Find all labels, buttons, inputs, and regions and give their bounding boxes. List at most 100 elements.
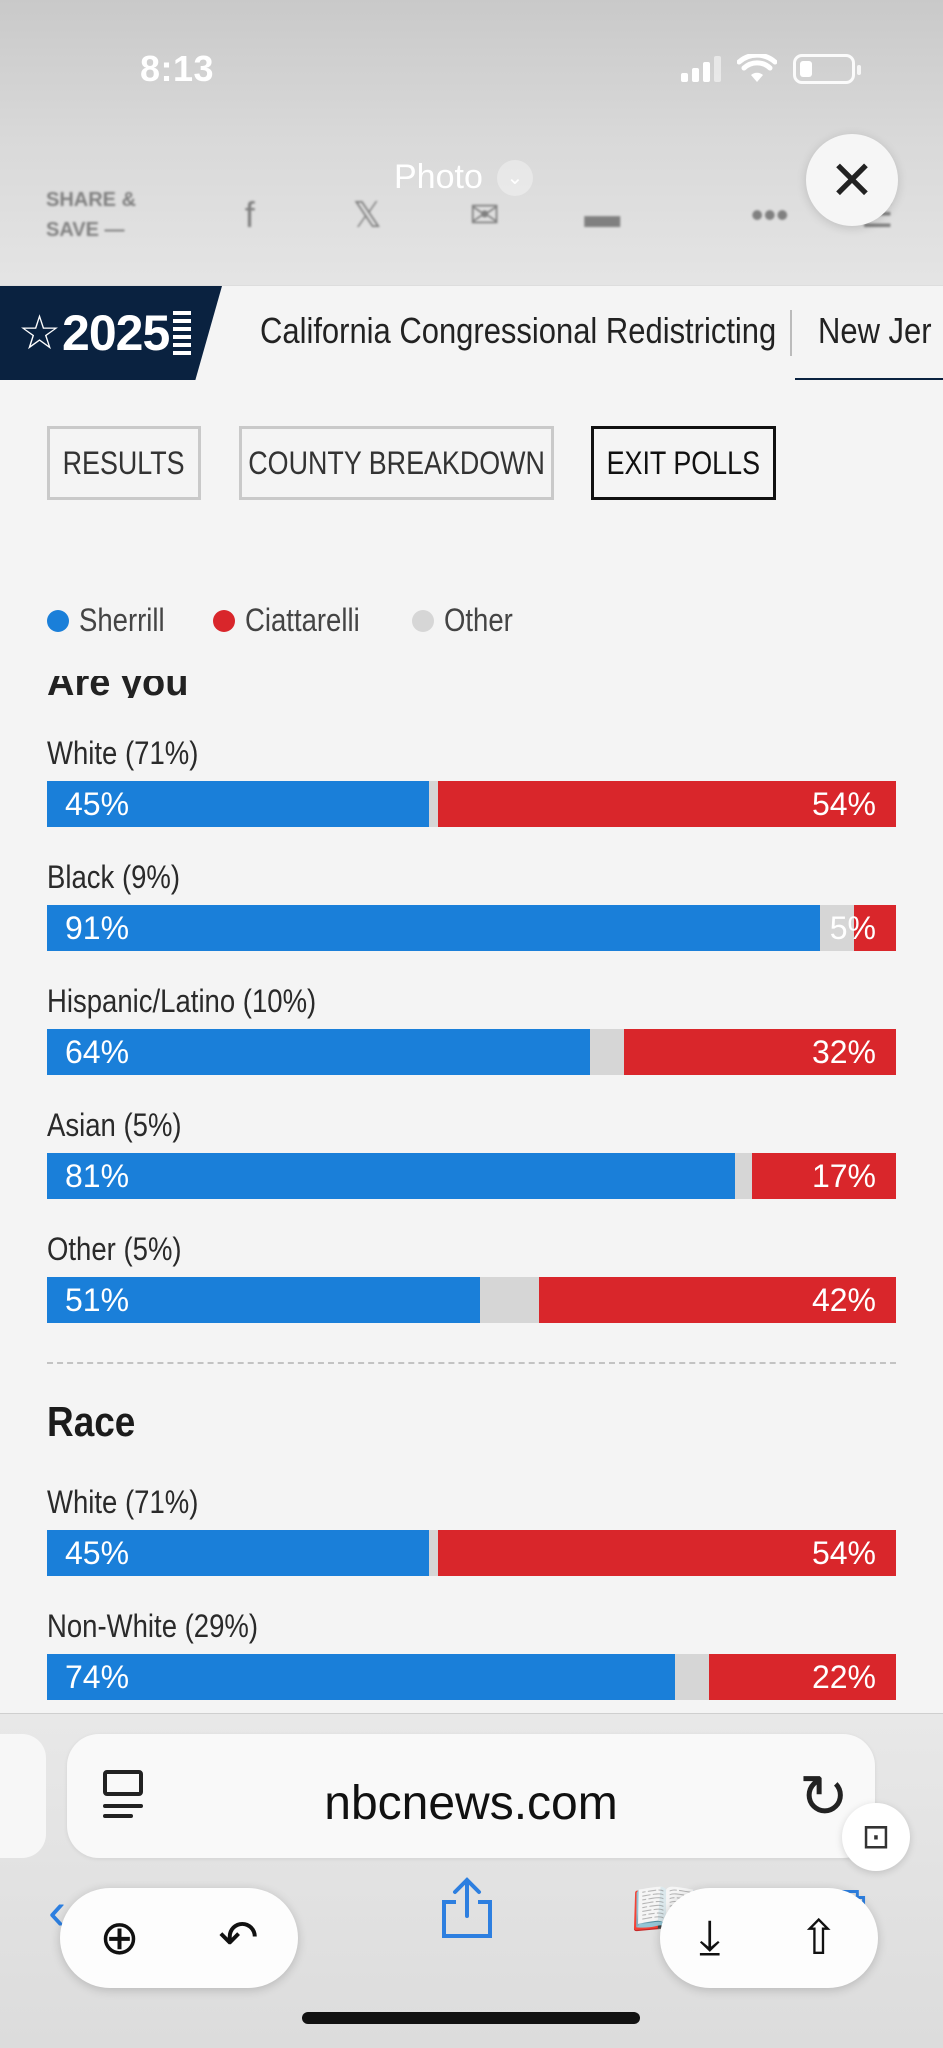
bar-segment-other (819, 905, 854, 951)
ciattarelli-pct-label: 5% (829, 910, 876, 946)
sherrill-pct-label: 45% (65, 786, 130, 822)
previous-tab-preview[interactable] (0, 1734, 46, 1858)
share-label: SHARE & SAVE — (46, 189, 137, 241)
legend-dot (212, 609, 235, 632)
ciattarelli-pct-label: 32% (811, 1034, 876, 1070)
logo-2025[interactable]: ☆ 2025 (0, 286, 222, 380)
viewer-actions-right: ⤓ ⇧ (660, 1888, 878, 1988)
chart-legend: Sherrill Ciattarelli Other (47, 602, 558, 639)
bar-segment-sherrill (47, 781, 430, 827)
browser-toolbar: nbcnews.com ↻ ⊡ (0, 1713, 943, 2048)
reply-icon[interactable]: ↶ (218, 1912, 259, 1965)
mail-icon: ✉ (469, 194, 500, 235)
url-text: nbcnews.com (324, 1777, 618, 1830)
download-icon[interactable]: ⤓ (699, 1911, 721, 1964)
flag-lines-icon (173, 311, 192, 355)
battery-icon (793, 54, 861, 84)
bar-segment-ciattarelli (709, 1654, 896, 1700)
legend-item-sherrill: Sherrill (47, 602, 179, 639)
tab-exit-polls[interactable]: EXIT POLLS (591, 426, 776, 500)
bar-segment-other (675, 1654, 710, 1700)
viewer-header: 8:13 SHARE & SAVE — f 𝕏 ✉ ▬ ••• ☰ Photo … (0, 0, 943, 285)
row-label: White (71%) (47, 735, 199, 771)
status-time: 8:13 (140, 48, 215, 89)
ciattarelli-pct-label: 17% (811, 1158, 876, 1194)
sherrill-pct-label: 81% (65, 1158, 130, 1194)
tab-county-breakdown[interactable]: COUNTY BREAKDOWN (239, 426, 554, 500)
wifi-icon (737, 54, 777, 82)
nav-link-new-jersey[interactable]: New Jer (818, 310, 932, 351)
facebook-icon: f (244, 194, 255, 235)
stacked-bar: 45% 54% (47, 781, 896, 827)
row-label: Other (5%) (47, 1231, 182, 1267)
legend-item-ciattarelli: Ciattarelli (212, 602, 378, 639)
legend-item-other: Other (411, 602, 524, 639)
reader-view-icon[interactable] (103, 1770, 149, 1822)
bar-segment-other (590, 1029, 625, 1075)
share-icon[interactable] (438, 1876, 496, 1940)
row-label: Black (9%) (47, 859, 181, 895)
cellular-signal-icon (681, 56, 721, 82)
stacked-bar: 74% 22% (47, 1654, 896, 1700)
bar-segment-ciattarelli (437, 1530, 896, 1576)
election-nav: ☆ 2025 California Congressional Redistri… (0, 285, 943, 380)
bar-segment-other (429, 781, 438, 827)
more-icon: ••• (750, 194, 789, 235)
bar-segment-sherrill (47, 1029, 591, 1075)
bar-segment-other (479, 1277, 540, 1323)
share-bar: SHARE & SAVE — f 𝕏 ✉ ▬ ••• ☰ (46, 185, 906, 245)
sherrill-pct-label: 91% (65, 910, 130, 946)
x-icon: 𝕏 (352, 194, 382, 235)
stacked-bar: 81% 17% (47, 1153, 896, 1199)
chevron-down-icon: ⌄ (496, 159, 533, 196)
stacked-bar: 45% 54% (47, 1530, 896, 1576)
address-bar[interactable]: nbcnews.com ↻ (67, 1734, 875, 1858)
bar-segment-sherrill (47, 1530, 430, 1576)
share-out-icon[interactable]: ⇧ (798, 1912, 839, 1965)
bar-segment-ciattarelli (539, 1277, 896, 1323)
sherrill-pct-label: 74% (65, 1659, 130, 1695)
section-divider (47, 1362, 896, 1364)
status-icons (681, 54, 861, 84)
stacked-bar: 51% 42% (47, 1277, 896, 1323)
row-label: White (71%) (47, 1484, 199, 1520)
home-indicator (302, 2012, 640, 2024)
row-label: Asian (5%) (47, 1107, 182, 1143)
bar-segment-other (429, 1530, 438, 1576)
bar-segment-sherrill (47, 1153, 735, 1199)
photo-menu[interactable]: Photo ⌄ (394, 158, 533, 197)
section-title-are-you: Are you (47, 676, 189, 698)
ciattarelli-pct-label: 42% (811, 1282, 876, 1318)
zoom-in-icon[interactable]: ⊕ (99, 1912, 140, 1965)
ciattarelli-pct-label: 54% (811, 1535, 876, 1571)
nav-separator (790, 310, 792, 356)
section-title-race: Race (47, 1398, 136, 1445)
bar-segment-ciattarelli (751, 1153, 896, 1199)
nav-active-underline (795, 378, 943, 380)
stacked-bar: 64% 32% (47, 1029, 896, 1075)
tab-results[interactable]: RESULTS (47, 426, 201, 500)
sherrill-pct-label: 64% (65, 1034, 130, 1070)
live-text-scan-icon[interactable]: ⊡ (842, 1803, 910, 1871)
bar-segment-sherrill (47, 1654, 676, 1700)
bar-segment-ciattarelli (624, 1029, 896, 1075)
photo-title: Photo (394, 158, 483, 196)
close-button[interactable]: ✕ (806, 134, 898, 226)
row-label: Hispanic/Latino (10%) (47, 983, 317, 1019)
bar-segment-sherrill (47, 1277, 480, 1323)
stacked-bar: 91% 5% (47, 905, 896, 951)
nav-link-california[interactable]: California Congressional Redistricting (260, 310, 777, 351)
legend-dot (47, 609, 69, 632)
sherrill-pct-label: 45% (65, 1535, 130, 1571)
reload-icon[interactable]: ↻ (798, 1763, 849, 1830)
sherrill-pct-label: 51% (65, 1282, 130, 1318)
legend-dot (411, 609, 434, 632)
viewer-actions-left: ⊕ ↶ (60, 1888, 298, 1988)
ciattarelli-pct-label: 22% (811, 1659, 876, 1695)
bar-segment-ciattarelli (853, 905, 896, 951)
bar-segment-ciattarelli (437, 781, 896, 827)
message-icon: ▬ (584, 194, 621, 235)
close-icon: ✕ (829, 150, 875, 211)
row-label: Non-White (29%) (47, 1608, 259, 1644)
bar-segment-other (734, 1153, 752, 1199)
